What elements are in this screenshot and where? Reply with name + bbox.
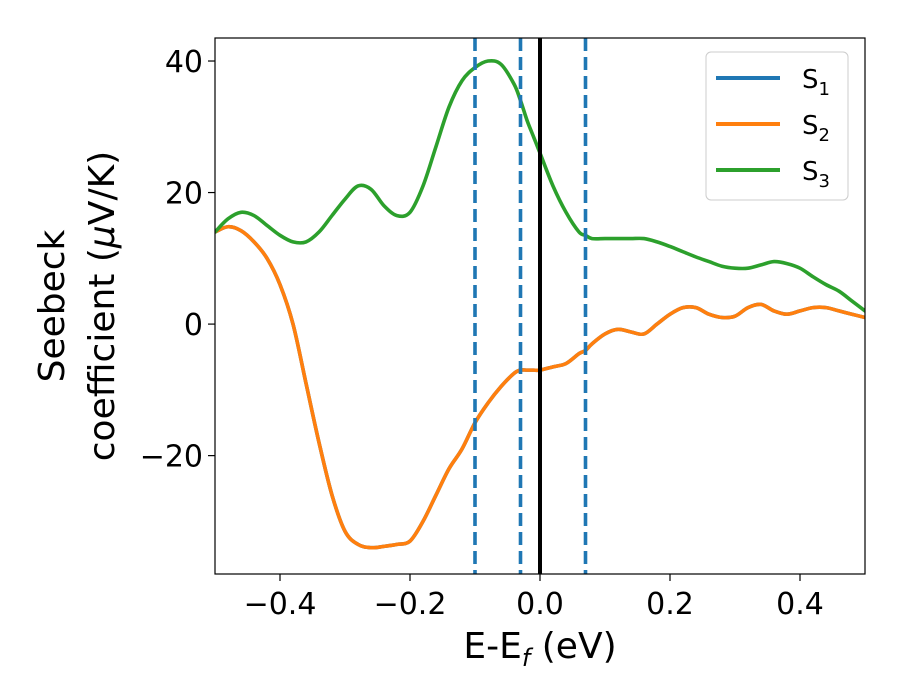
legend-label-s3: S3	[802, 157, 830, 192]
reference-lines	[473, 38, 588, 574]
y-axis-ticks: −20 0 20 40	[140, 45, 215, 475]
plot-area	[215, 38, 865, 574]
plot-frame	[214, 37, 866, 575]
legend: S1 S2 S3	[705, 51, 849, 201]
x-axis-ticks: −0.4 −0.2 0.0 0.2 0.4	[244, 574, 824, 622]
x-tick-label: −0.2	[374, 587, 447, 622]
legend-label-s3-sub: 3	[819, 171, 830, 192]
x-tick-label: 0.2	[646, 587, 694, 622]
legend-item-s1: S1	[716, 65, 830, 100]
legend-item-s3: S3	[716, 157, 830, 192]
x-tick-label: −0.4	[244, 587, 317, 622]
y-tick-label: 20	[165, 177, 203, 212]
y-axis-label-suffix: V/K)	[82, 151, 123, 225]
legend-item-s2: S2	[716, 111, 830, 146]
legend-label-s2-name: S	[802, 111, 819, 141]
legend-label-s1-name: S	[802, 65, 819, 95]
x-axis-label: E-Ef (eV)	[463, 626, 616, 672]
y-axis-label-line1: Seebeck	[32, 229, 73, 382]
legend-label-s1: S1	[802, 65, 830, 100]
x-tick-label: 0.4	[776, 587, 824, 622]
y-tick-label: 0	[184, 308, 203, 343]
series-line-s3	[215, 58, 865, 313]
legend-label-s3-name: S	[802, 157, 819, 187]
x-axis-label-main: E-E	[463, 626, 521, 667]
y-tick-label: 40	[165, 45, 203, 80]
y-axis-label: Seebeck coefficient (μV/K)	[32, 151, 123, 461]
legend-label-s1-sub: 1	[819, 79, 830, 100]
y-tick-label: −20	[140, 440, 203, 475]
legend-label-s2-sub: 2	[819, 125, 830, 146]
series-line-s2	[215, 224, 865, 550]
x-axis-label-unit: (eV)	[530, 626, 616, 667]
y-axis-label-mu: μ	[82, 225, 123, 249]
series-lines	[215, 58, 865, 550]
x-tick-label: 0.0	[516, 587, 564, 622]
y-axis-label-line2: coefficient (μV/K)	[82, 151, 123, 461]
y-axis-label-prefix: coefficient (	[82, 248, 123, 461]
legend-label-s2: S2	[802, 111, 830, 146]
